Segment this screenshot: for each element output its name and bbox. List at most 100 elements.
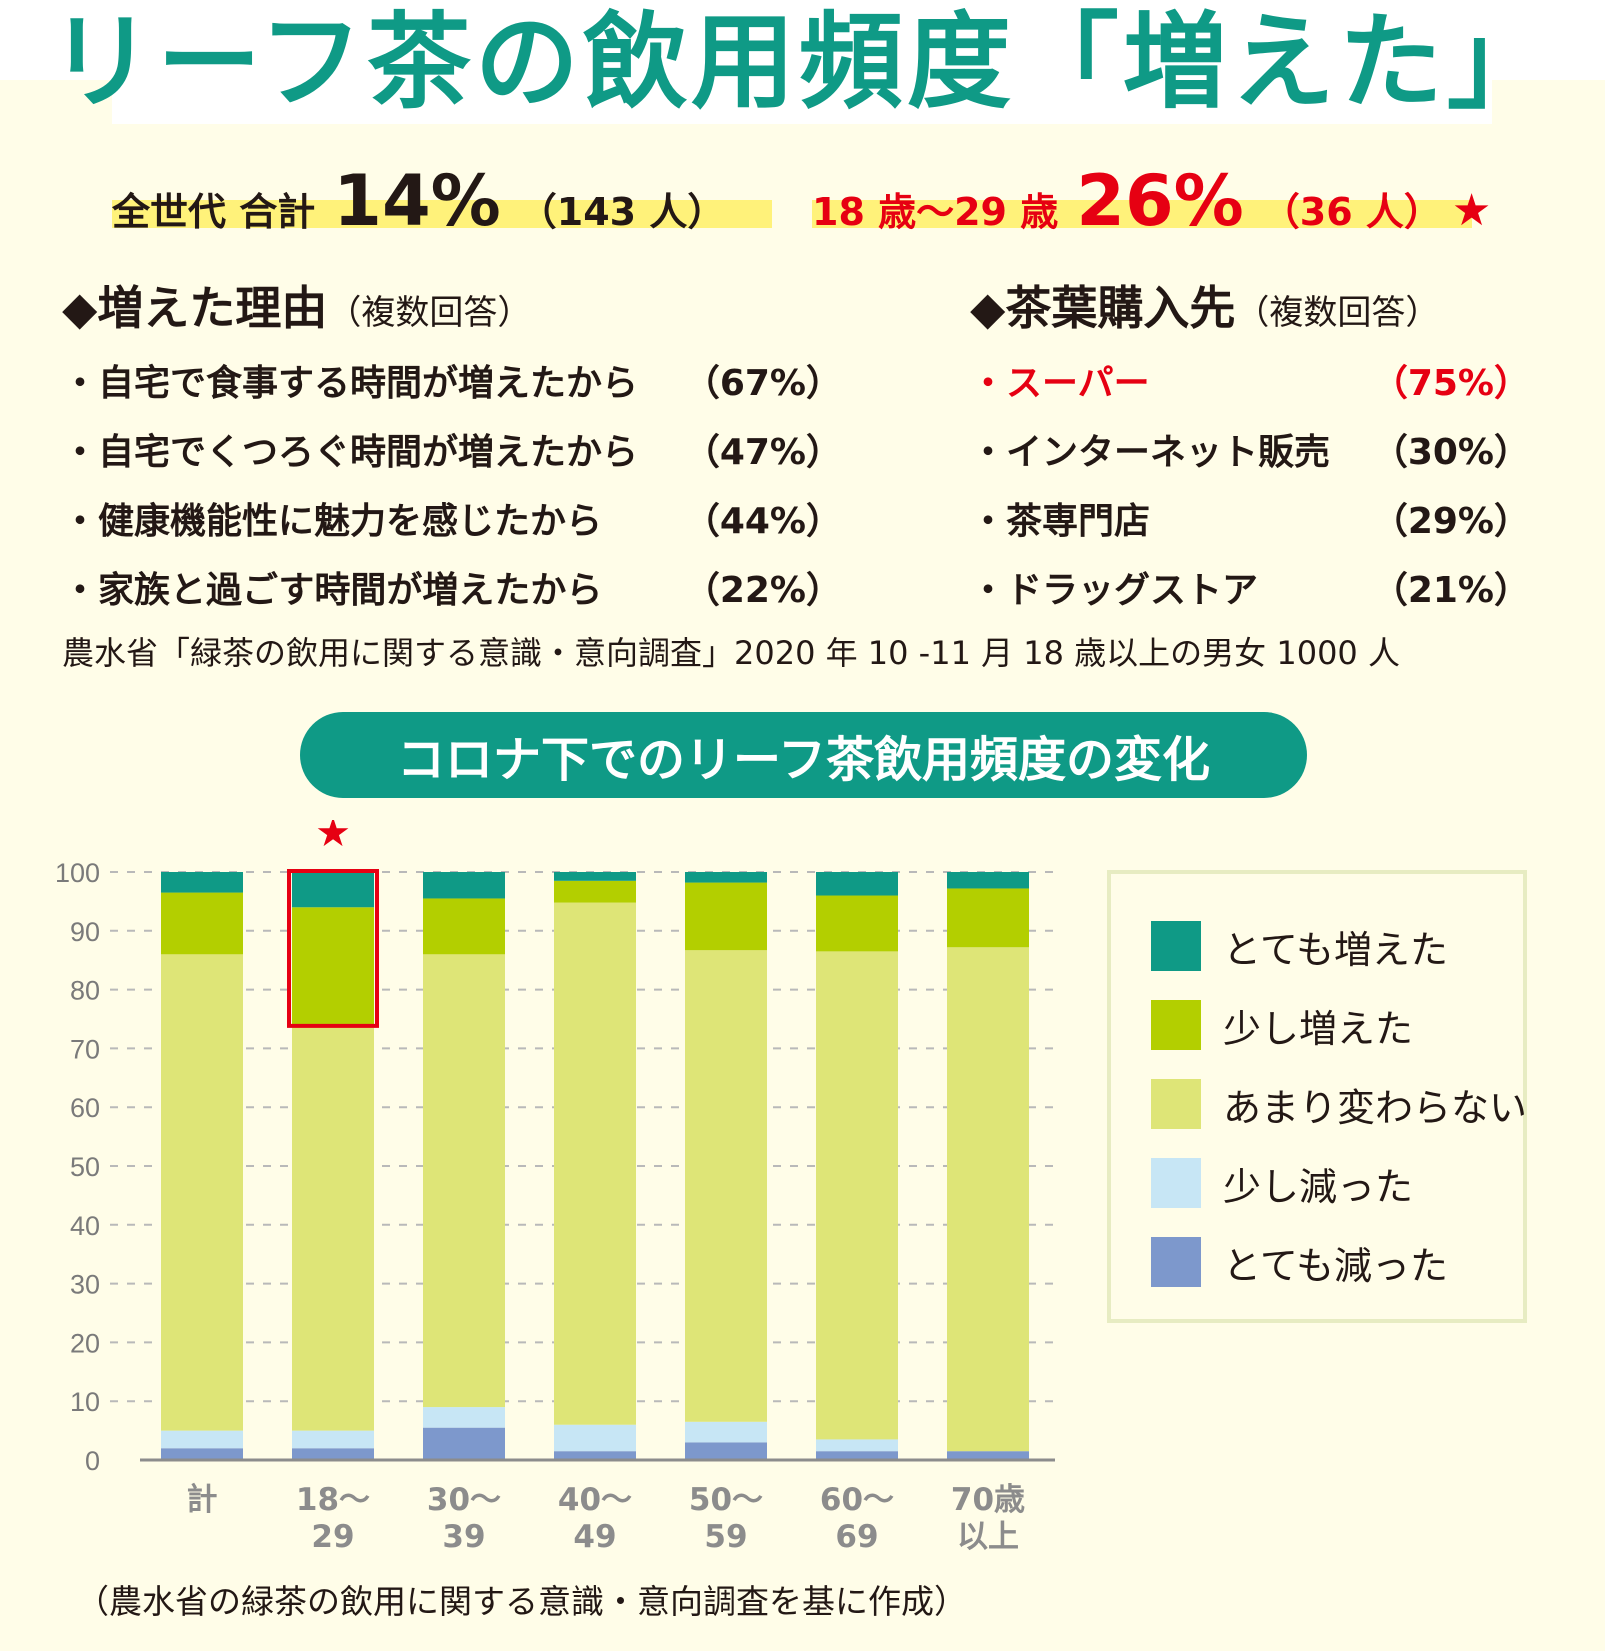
shop-text: ・インターネット販売 [970,431,1331,473]
summary-all-count: （143 人） [518,190,726,234]
y-tick-label: 50 [70,1152,100,1182]
bar-segment [816,1451,898,1460]
shops-list: ・スーパー （75%） ・インターネット販売 （30%） ・茶専門店 （29%） ・ド… [970,345,1530,621]
bar-segment [685,1421,767,1443]
bar-segment [292,1430,374,1449]
legend-label: 少し減った [1223,1164,1414,1209]
summary-all-percent: 14% [333,160,501,242]
bar-segment [947,947,1029,1452]
reason-percent: （22%） [683,569,842,611]
reason-text: ・自宅で食事する時間が増えたから [62,362,639,404]
bar-segment [554,880,636,903]
bar-segment [816,1439,898,1452]
star-icon: ★ [1451,185,1492,236]
legend-item: あまり変わらない [1151,1079,1527,1130]
shop-percent: （29%） [1371,500,1530,542]
chart-source-note: （農水省の緑茶の飲用に関する意識・意向調査を基に作成） [76,1582,967,1621]
bar-segment [423,898,505,955]
shops-heading-note: （複数回答） [1235,293,1440,333]
x-tick-label: 59 [704,1519,747,1555]
bar-segment [554,1451,636,1460]
list-item: ・健康機能性に魅力を感じたから （44%） [62,483,842,552]
bar-segment [161,1430,243,1449]
bar-segment [161,1448,243,1460]
y-tick-label: 20 [70,1328,100,1358]
list-item: ・茶専門店 （29%） [970,483,1530,552]
y-tick-label: 90 [70,917,100,947]
stacked-bar-chart: 0 10 20 30 40 50 60 70 80 90 100 計 18〜29 30〜39 40〜49 50… [55,820,1055,1555]
bar-segment [161,954,243,1431]
bar-segment [816,951,898,1440]
shop-percent: （21%） [1371,569,1530,611]
bar-segment [423,954,505,1408]
legend-item: 少し減った [1151,1158,1413,1209]
x-tick-label: 40〜 [558,1482,632,1518]
x-tick-label: 69 [835,1519,878,1555]
x-tick-label: 39 [442,1519,485,1555]
x-tick-label: 30〜 [427,1482,501,1518]
bar-segment [947,1451,1029,1460]
reason-text: ・自宅でくつろぐ時間が増えたから [62,431,639,473]
summary-young: 18 歳〜29 歳 26% （36 人） ★ [812,160,1491,242]
bar-segment [554,1424,636,1452]
reasons-heading-text: ◆増えた理由 [62,281,328,335]
legend-item: とても増えた [1151,921,1448,972]
bar-segment [816,895,898,952]
summary-young-label: 18 歳〜29 歳 [812,190,1059,234]
bar-segment [292,1448,374,1460]
reason-percent: （67%） [683,362,842,404]
content-panel [0,80,1605,1651]
bar-segment [423,1427,505,1460]
x-tick-label: 29 [311,1519,354,1555]
bar-segment [554,872,636,881]
reasons-heading: ◆増えた理由（複数回答） [62,272,531,338]
reason-percent: （44%） [683,500,842,542]
x-tick-label: 計 [187,1482,218,1518]
bar-segment [292,872,374,908]
legend-swatch [1151,1079,1201,1129]
bar-segment [685,872,767,883]
shops-heading: ◆茶葉購入先（複数回答） [970,272,1439,338]
legend-label: とても増えた [1223,927,1448,972]
legend-item: とても減った [1151,1237,1448,1288]
reason-percent: （47%） [683,431,842,473]
x-tick-label: 49 [573,1519,616,1555]
list-item: ・自宅で食事する時間が増えたから （67%） [62,345,842,414]
summary-young-percent: 26% [1076,160,1244,242]
chart-title: コロナ下でのリーフ茶飲用頻度の変化 [300,712,1307,798]
x-tick-label: 70歳 [951,1482,1025,1518]
bar-segment [161,872,243,893]
x-tick-label: 60〜 [820,1482,894,1518]
x-tick-label: 50〜 [689,1482,763,1518]
x-tick-label: 以上 [957,1519,1019,1555]
bar-segment [685,1442,767,1460]
bar-segment [685,882,767,951]
shop-text: ・ドラッグストア [970,569,1259,611]
bar-segment [292,1024,374,1431]
y-tick-label: 60 [70,1093,100,1123]
reasons-heading-note: （複数回答） [327,293,532,333]
bar-segment [947,888,1029,948]
highlight-box [287,869,379,1028]
legend-label: とても減った [1223,1243,1448,1288]
shop-percent: （30%） [1371,431,1530,473]
bar-segment [423,1407,505,1428]
bar-segment [816,872,898,896]
title-box: リーフ茶の飲用頻度「増えた」 [49,0,1551,124]
shop-percent: （75%） [1371,362,1530,404]
summary-all-label: 全世代 合計 [112,190,316,234]
shop-text: ・茶専門店 [970,500,1151,542]
list-item: ・自宅でくつろぐ時間が増えたから （47%） [62,414,842,483]
bar-segment [947,872,1029,889]
x-tick-label: 18〜 [296,1482,370,1518]
y-tick-label: 100 [55,858,100,888]
bar-segment [292,907,374,1025]
bar-segment [161,892,243,955]
legend-label: あまり変わらない [1223,1085,1528,1130]
list-item: ・スーパー （75%） [970,345,1530,414]
y-tick-label: 0 [85,1446,100,1476]
legend-swatch [1151,921,1201,971]
highlight-marker [812,200,1472,228]
legend-swatch [1151,1158,1201,1208]
y-tick-label: 70 [70,1034,100,1064]
